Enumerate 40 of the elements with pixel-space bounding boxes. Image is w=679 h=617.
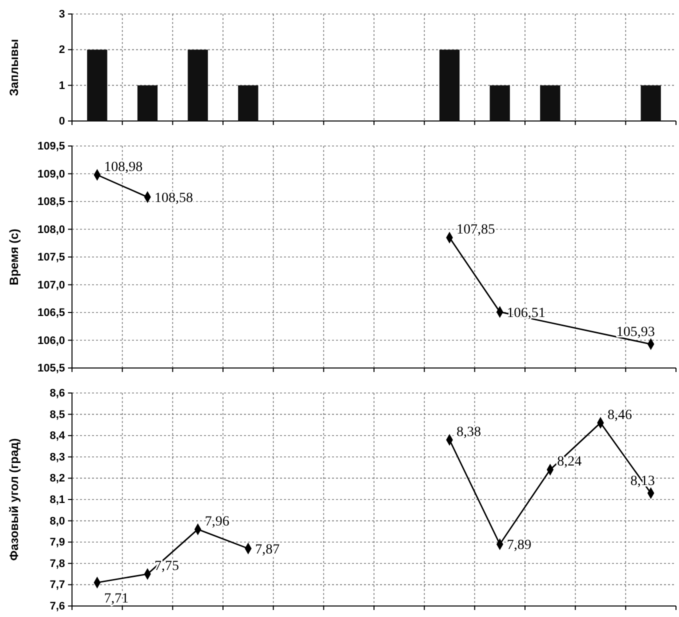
y-tick-label: 8,2 xyxy=(50,472,65,485)
y-axis-title: Фазовый угол (град) xyxy=(7,438,21,561)
y-tick-label: 106,5 xyxy=(37,307,65,320)
y-tick-label: 7,9 xyxy=(50,536,65,549)
y-tick-label: 108,5 xyxy=(37,196,65,208)
y-tick-label: 0 xyxy=(58,116,65,128)
y-tick-label: 7,7 xyxy=(50,579,65,592)
data-label: 106,51 xyxy=(506,306,546,321)
y-tick-label: 3 xyxy=(58,8,65,21)
y-tick-label: 109,0 xyxy=(37,168,65,180)
y-tick-label: 105,5 xyxy=(37,362,65,375)
data-label: 105,93 xyxy=(616,325,655,340)
y-tick-label: 8,5 xyxy=(50,408,65,421)
data-label: 8,46 xyxy=(608,408,632,423)
data-label: 7,89 xyxy=(506,538,532,554)
y-tick-label: 106,0 xyxy=(37,334,65,347)
y-tick-label: 108,0 xyxy=(37,224,65,236)
y-tick-label: 8,3 xyxy=(50,451,65,464)
y-tick-label: 8,1 xyxy=(50,494,65,506)
data-label: 108,98 xyxy=(104,160,143,175)
y-axis-title: Время (с) xyxy=(7,228,21,286)
y-axis-title: Заплывы xyxy=(7,39,21,96)
y-tick-label: 107,5 xyxy=(37,252,65,264)
data-label: 108,58 xyxy=(154,191,193,206)
data-label: 8,24 xyxy=(557,454,582,470)
y-tick-label: 7,6 xyxy=(50,600,65,613)
y-tick-label: 7,8 xyxy=(50,558,65,570)
y-tick-label: 8,6 xyxy=(50,388,65,400)
y-tick-label: 109,5 xyxy=(37,140,65,153)
data-label: 7,96 xyxy=(204,514,230,530)
y-tick-label: 8,4 xyxy=(50,430,66,442)
data-label: 7,71 xyxy=(104,592,129,607)
y-tick-label: 2 xyxy=(58,44,65,56)
data-label: 107,85 xyxy=(456,222,495,238)
y-tick-label: 8,0 xyxy=(50,515,65,528)
data-label: 7,75 xyxy=(154,559,179,574)
data-label: 8,38 xyxy=(456,424,481,440)
y-tick-label: 1 xyxy=(58,80,65,92)
data-label: 7,87 xyxy=(255,542,280,558)
y-tick-label: 107,0 xyxy=(37,279,65,292)
